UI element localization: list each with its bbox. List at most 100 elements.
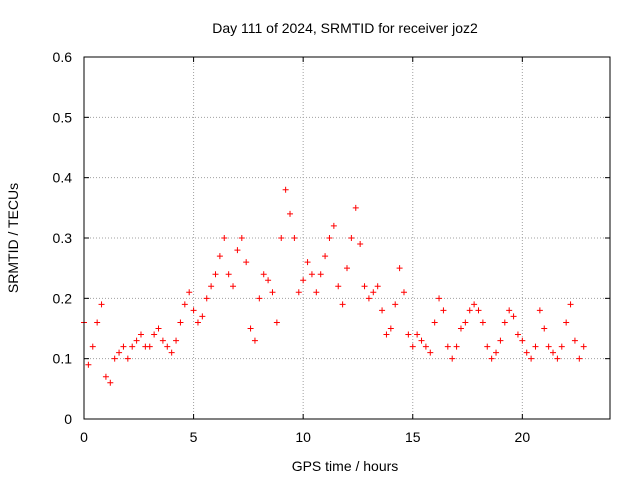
data-point [436,295,443,302]
data-point [212,271,219,278]
data-point [471,301,478,308]
data-point [558,343,565,350]
data-point [501,319,508,326]
y-tick-label: 0.3 [53,230,73,246]
y-tick-label: 0.2 [53,290,73,306]
data-point [444,343,451,350]
data-point [265,277,272,284]
data-point [208,283,215,290]
data-point [427,349,434,356]
data-point [177,319,184,326]
data-points [81,186,587,386]
data-point [488,355,495,362]
y-tick-label: 0.5 [53,109,73,125]
y-tick-label: 0 [64,411,72,427]
x-tick-label: 20 [515,429,531,445]
data-point [374,283,381,290]
data-point [111,355,118,362]
data-point [506,307,513,314]
data-point [580,343,587,350]
data-point [479,319,486,326]
data-point [528,355,535,362]
data-point [300,277,307,284]
data-point [256,295,263,302]
data-point [85,361,92,368]
data-point [462,319,469,326]
data-point [339,301,346,308]
data-point [322,253,329,260]
x-tick-label: 10 [295,429,311,445]
data-point [453,343,460,350]
data-point [545,343,552,350]
data-point [89,343,96,350]
data-point [308,271,315,278]
data-point [576,355,583,362]
data-point [523,349,530,356]
data-point [335,283,342,290]
data-point [238,235,245,241]
data-point [155,325,162,332]
data-point [107,379,114,386]
data-point [98,301,105,308]
data-point [221,235,228,241]
data-point [392,301,399,308]
data-point [396,265,403,272]
data-point [493,349,500,356]
data-point [484,343,491,350]
data-point [541,325,548,332]
data-point [357,241,364,248]
data-point [260,271,267,278]
data-point [414,331,421,338]
data-point [497,337,504,344]
data-point [168,349,175,356]
data-point [94,319,101,326]
data-point [190,307,197,314]
data-point [203,295,210,302]
y-tick-label: 0.1 [53,351,73,367]
data-point [457,325,464,332]
data-point [273,319,280,326]
data-point [400,289,407,296]
data-point [383,331,390,338]
data-point [317,271,324,278]
data-point [282,186,289,193]
data-point [519,337,526,344]
data-point [146,343,153,350]
axis-ticks: 0 0.1 0.2 0.3 0.4 0.5 0.6 0 5 10 15 20 [53,49,610,445]
data-point [370,289,377,296]
y-tick-label: 0.6 [53,49,73,65]
data-point [287,210,294,217]
data-point [532,343,539,350]
data-point [159,337,166,344]
data-point [409,343,416,350]
grid-lines [84,57,610,419]
chart-title: Day 111 of 2024, SRMTID for receiver joz… [212,20,478,36]
data-point [554,355,561,362]
plot-frame [83,56,611,420]
data-point [164,343,171,350]
data-point [365,295,372,302]
data-point [295,289,302,296]
data-point [216,253,223,260]
data-point [199,313,206,320]
data-point [571,337,578,344]
data-point [352,204,359,211]
data-point [151,331,158,338]
data-point [116,349,123,356]
data-point [418,337,425,344]
data-point [120,343,127,350]
data-point [186,289,193,296]
data-point [431,319,438,326]
data-point [173,337,180,344]
data-point [181,301,188,308]
data-point [304,259,311,266]
data-point [247,325,254,332]
data-point [387,325,394,332]
data-point [129,343,136,350]
data-point [567,301,574,308]
data-point [510,313,517,320]
y-axis-label: SRMTID / TECUs [5,183,21,293]
data-point [440,307,447,314]
data-point [379,307,386,314]
data-point [251,337,258,344]
